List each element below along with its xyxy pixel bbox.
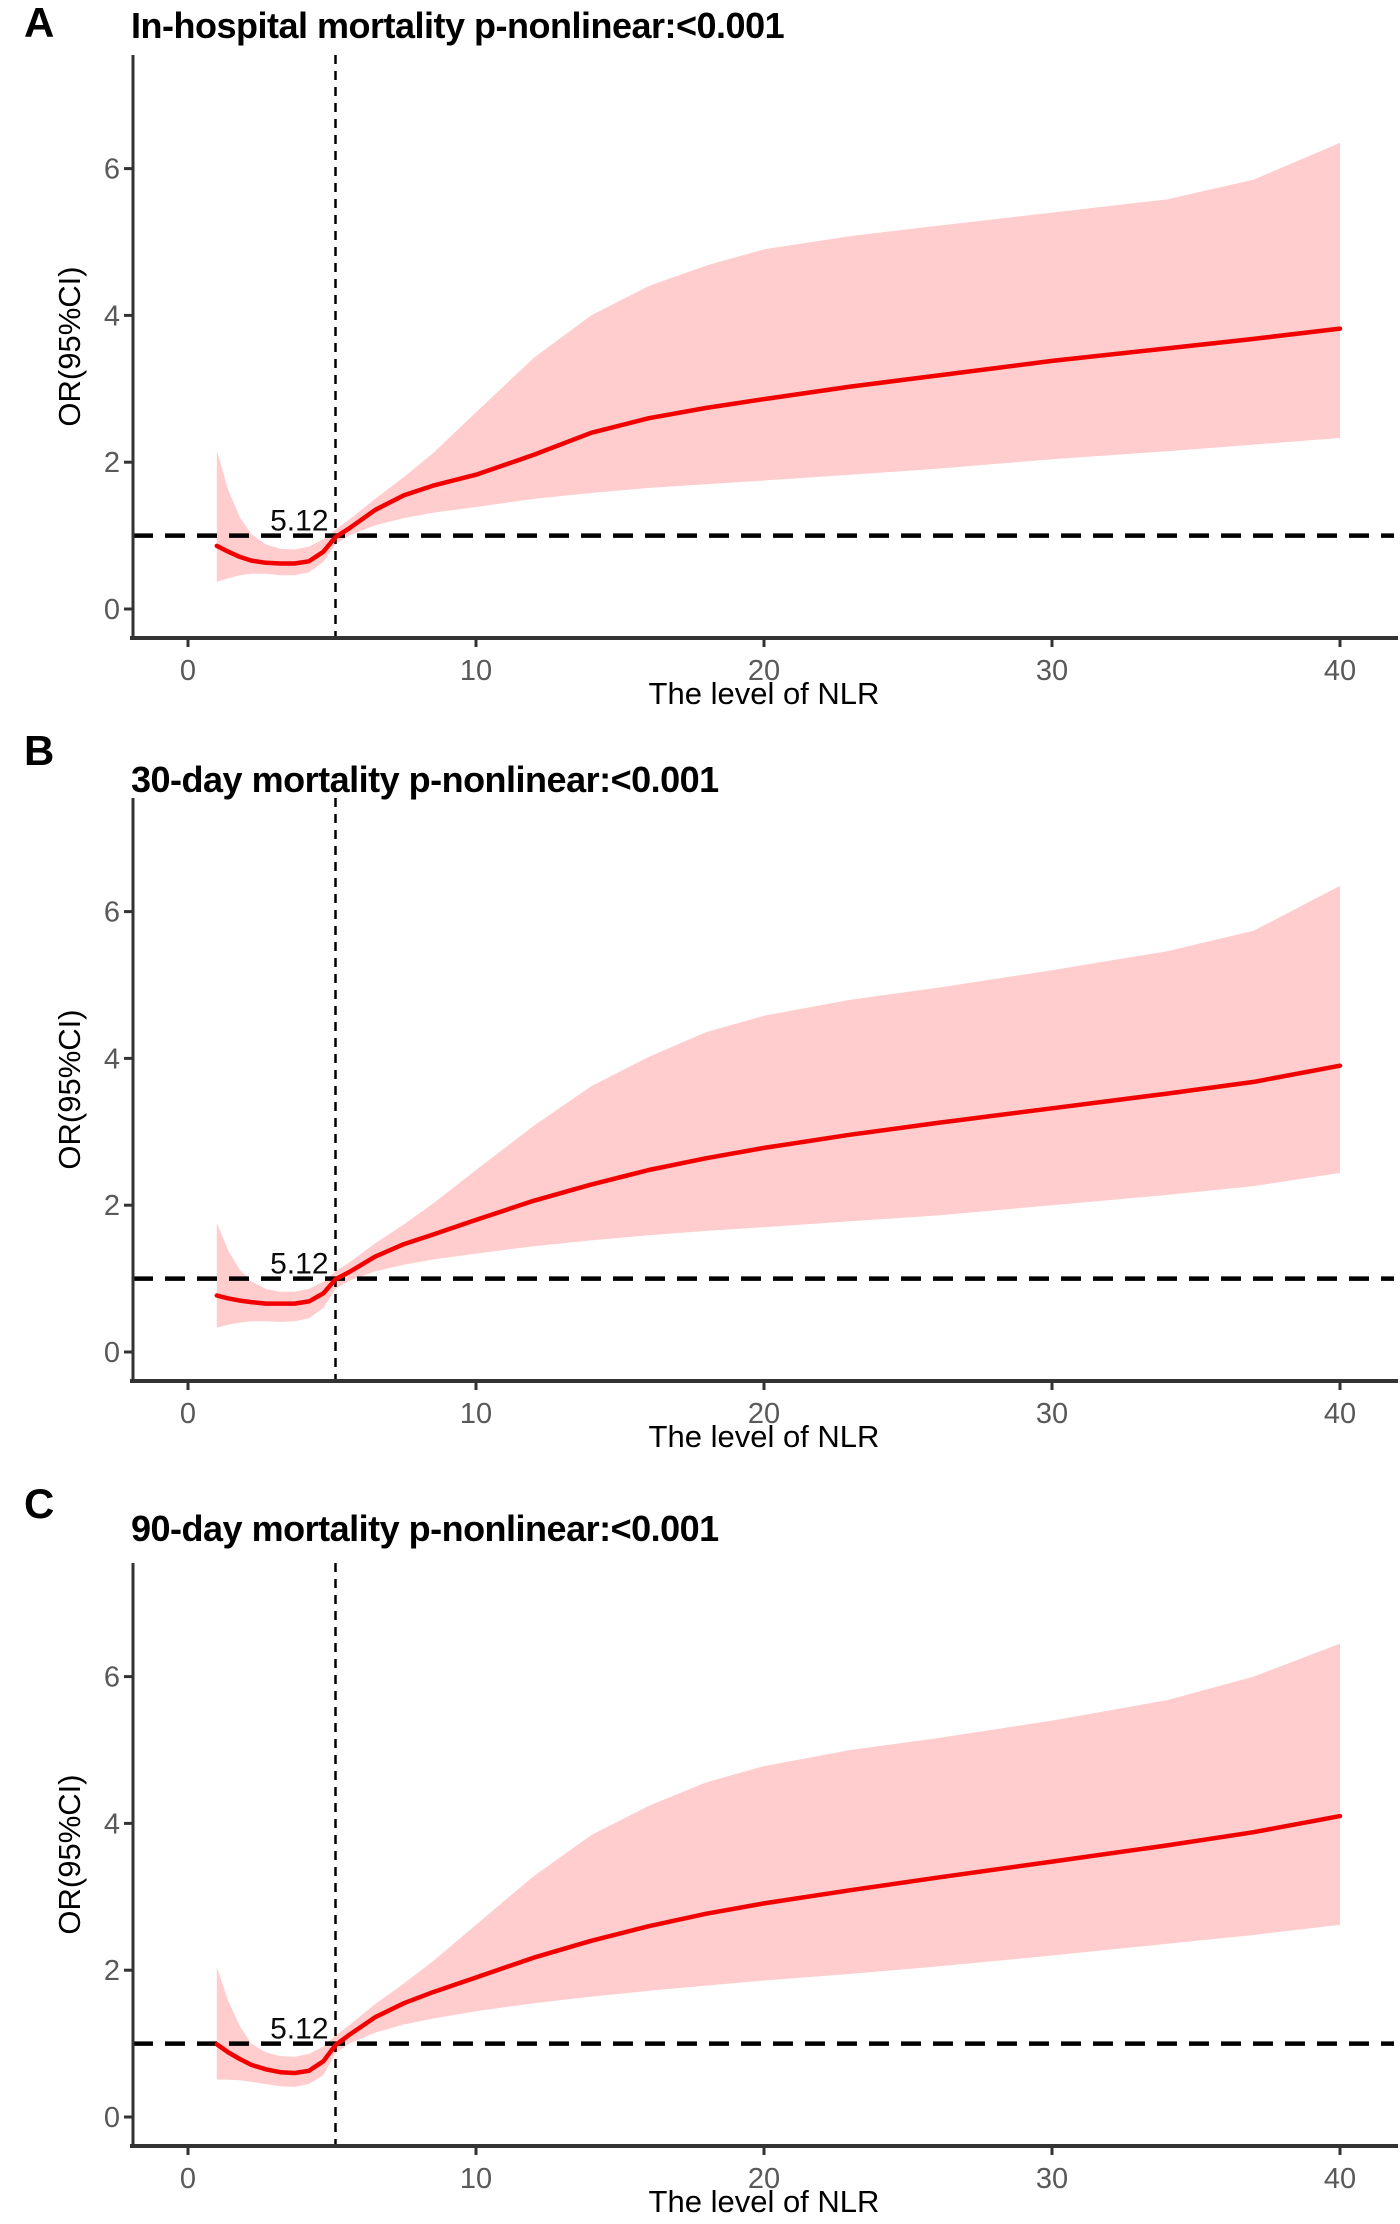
panel-b-header: B 30-day mortality p-nonlinear:<0.001 — [0, 712, 1400, 800]
x-tick-label: 30 — [1036, 655, 1068, 687]
x-tick-label: 40 — [1324, 2163, 1356, 2195]
confidence-band — [216, 885, 1340, 1328]
panel-c-title: 90-day mortality p-nonlinear:<0.001 — [131, 1508, 719, 1549]
y-tick-label: 2 — [104, 1955, 120, 1987]
y-tick-label: 4 — [104, 1808, 120, 1840]
panel-30-day-mortality: B 30-day mortality p-nonlinear:<0.001 0 2… — [0, 712, 1400, 1455]
x-axis-title: The level of NLR — [649, 1419, 880, 1454]
x-tick-label: 40 — [1324, 1398, 1356, 1430]
x-tick-label: 30 — [1036, 2163, 1068, 2195]
y-axis-title: OR(95%CI) — [52, 266, 87, 426]
x-axis-title: The level of NLR — [649, 2184, 880, 2219]
or-curve — [214, 326, 1343, 566]
x-tick-label: 20 — [748, 2163, 780, 2195]
y-tick-label: 6 — [104, 897, 120, 929]
y-tick-label: 6 — [104, 1662, 120, 1694]
x-tick-label: 10 — [460, 655, 492, 687]
or-curve — [214, 1813, 1343, 2076]
y-tick-label: 2 — [104, 1190, 120, 1222]
x-tick-label: 0 — [180, 1398, 196, 1430]
x-tick-label: 40 — [1324, 655, 1356, 687]
x-tick-label: 10 — [460, 2163, 492, 2195]
x-tick-label: 0 — [180, 655, 196, 687]
panel-c-letter: C — [24, 1480, 55, 1527]
y-axis-title: OR(95%CI) — [52, 1009, 87, 1169]
panel-c-chart: 0 2 4 6 0 10 20 30 40 The level of NLR OR(95%CI) 5.… — [52, 1563, 1398, 2219]
x-tick-label: 20 — [748, 655, 780, 687]
y-tick-label: 0 — [104, 594, 120, 626]
y-tick-label: 4 — [104, 300, 120, 332]
x-tick-label: 10 — [460, 1398, 492, 1430]
panel-b-letter: B — [24, 727, 55, 774]
y-tick-label: 6 — [104, 154, 120, 186]
confidence-band — [216, 1643, 1340, 2087]
panel-c-header: C 90-day mortality p-nonlinear:<0.001 — [0, 1455, 1400, 1558]
knot-value-label: 5.12 — [270, 505, 328, 538]
panel-90-day-mortality: C 90-day mortality p-nonlinear:<0.001 0 2… — [0, 1455, 1400, 2220]
x-tick-label: 30 — [1036, 1398, 1068, 1430]
or-curve — [214, 1063, 1343, 1306]
panel-b-chart: 0 2 4 6 0 10 20 30 40 The level of NLR OR(95%CI) 5.… — [52, 798, 1398, 1454]
y-tick-label: 2 — [104, 447, 120, 479]
panel-a-chart: 0 2 4 6 0 10 20 30 40 The level of NLR OR(95%CI) 5.… — [52, 55, 1398, 711]
panel-a-title: In-hospital mortality p-nonlinear:<0.001 — [131, 5, 785, 46]
panel-b-title: 30-day mortality p-nonlinear:<0.001 — [131, 759, 719, 800]
y-tick-label: 0 — [104, 2102, 120, 2134]
panel-in-hospital-mortality: A In-hospital mortality p-nonlinear:<0.0… — [0, 0, 1400, 712]
x-tick-label: 20 — [748, 1398, 780, 1430]
panel-a-letter: A — [24, 0, 55, 46]
knot-value-label: 5.12 — [270, 2013, 328, 2046]
y-tick-label: 0 — [104, 1337, 120, 1369]
knot-value-label: 5.12 — [270, 1248, 328, 1281]
x-axis-title: The level of NLR — [649, 676, 880, 711]
confidence-band — [216, 142, 1340, 582]
y-axis-title: OR(95%CI) — [52, 1774, 87, 1934]
x-tick-label: 0 — [180, 2163, 196, 2195]
panel-a-header: A In-hospital mortality p-nonlinear:<0.0… — [0, 0, 1400, 50]
y-tick-label: 4 — [104, 1043, 120, 1075]
